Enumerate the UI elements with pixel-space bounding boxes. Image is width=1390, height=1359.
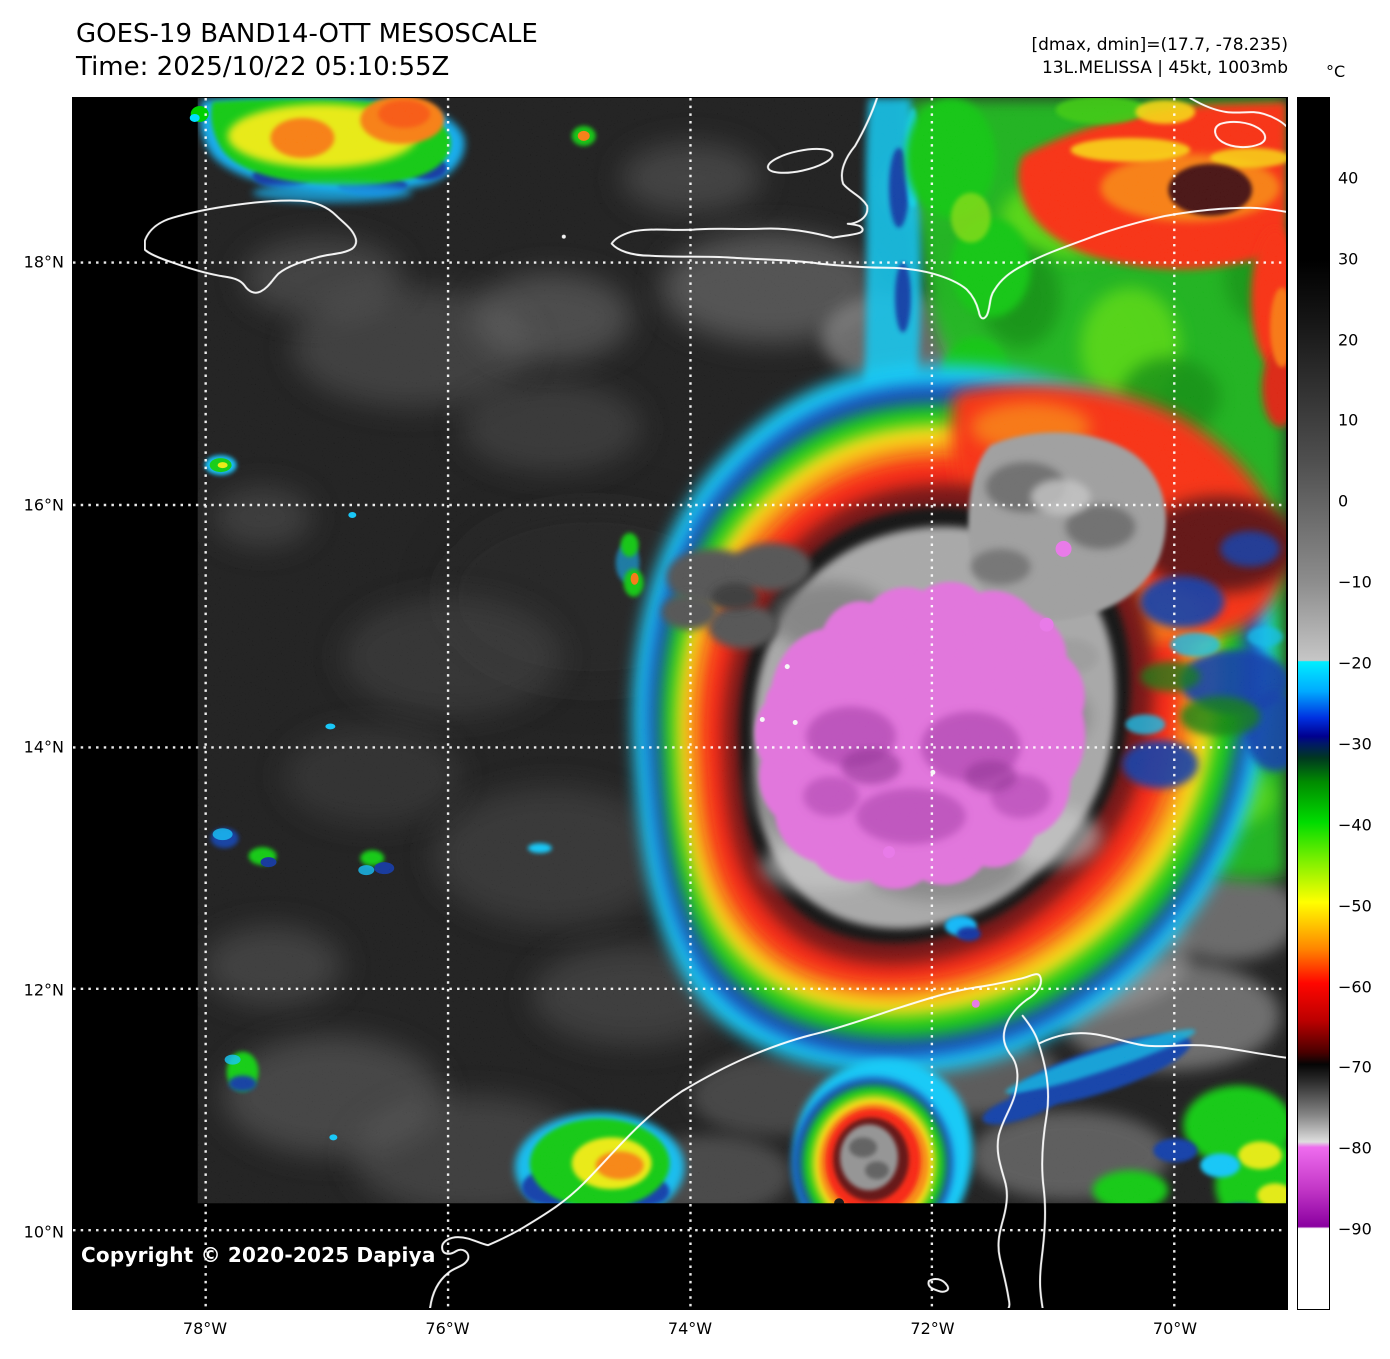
longitude-axis-label: 76°W	[425, 1319, 470, 1338]
nodata-bottom-band	[73, 1203, 1286, 1308]
coastlines	[143, 98, 1286, 1308]
coastline-haiti-west	[610, 98, 1286, 320]
colorbar-tick-label: −30	[1338, 734, 1372, 754]
latitude-axis-label: 16°N	[23, 495, 64, 514]
coastline-jamaica	[143, 199, 358, 294]
colorbar-tick-label: −70	[1338, 1057, 1372, 1077]
colorbar-tick-label: −20	[1338, 653, 1372, 673]
colorbar-tick-label: −10	[1338, 572, 1372, 592]
info-dmax-dmin: [dmax, dmin]=(17.7, -78.235)	[1031, 35, 1288, 55]
colorbar-tick-label: 40	[1338, 168, 1359, 188]
coastline-colombia	[429, 973, 1042, 1308]
coastline-samana-bay	[1214, 120, 1267, 149]
longitude-axis-label: 74°W	[667, 1319, 713, 1338]
colorbar-tick-label: −90	[1338, 1219, 1372, 1239]
nodata-left-band	[73, 98, 198, 1308]
copyright-watermark: Copyright © 2020-2025 Dapiya	[81, 1243, 436, 1267]
longitude-axis-label: 70°W	[1152, 1319, 1198, 1338]
longitude-axis-label: 72°W	[910, 1319, 955, 1338]
latitude-axis-label: 10°N	[23, 1222, 64, 1242]
coastline-samana	[1189, 98, 1286, 127]
title-line-product: GOES-19 BAND14-OTT MESOSCALE	[76, 19, 538, 49]
coastline-venezuela-east	[1037, 1032, 1286, 1059]
image-grain-texture	[73, 98, 1286, 1308]
colorbar-tick-label: 10	[1338, 410, 1359, 430]
colorbar-tick-label: 0	[1338, 491, 1349, 511]
colorbar-tick-label: −50	[1338, 896, 1372, 916]
colorbar-unit-label: °C	[1326, 62, 1346, 81]
graticule	[73, 98, 1286, 1308]
edge-cell-dot-fringe	[189, 113, 200, 122]
latitude-axis-label: 18°N	[23, 252, 64, 272]
colorbar-tick-label: −80	[1338, 1138, 1372, 1158]
title-line-time: Time: 2025/10/22 05:10:55Z	[76, 52, 450, 82]
page-title: GOES-19 BAND14-OTT MESOSCALE Time: 2025/…	[76, 18, 538, 84]
satellite-image	[73, 98, 1286, 1308]
colorbar-tick-label: 30	[1338, 249, 1359, 269]
coastline-navassa-island	[561, 234, 566, 239]
coastline-islets	[927, 1278, 950, 1293]
colorbar	[1297, 97, 1330, 1310]
coastline-gonave-island	[766, 147, 834, 174]
colorbar-tick-label: −60	[1338, 977, 1372, 997]
info-storm-status: 13L.MELISSA | 45kt, 1003mb	[1041, 58, 1288, 78]
satellite-map: Copyright © 2020-2025 Dapiya	[72, 97, 1288, 1310]
colorbar-tick-label: −40	[1338, 815, 1372, 835]
info-block: [dmax, dmin]=(17.7, -78.235) 13L.MELISSA…	[1031, 34, 1288, 80]
colorbar-tick-label: 20	[1338, 330, 1359, 350]
latitude-axis-label: 12°N	[23, 980, 64, 999]
longitude-axis-label: 78°W	[182, 1319, 228, 1338]
latitude-axis-label: 14°N	[23, 737, 64, 757]
